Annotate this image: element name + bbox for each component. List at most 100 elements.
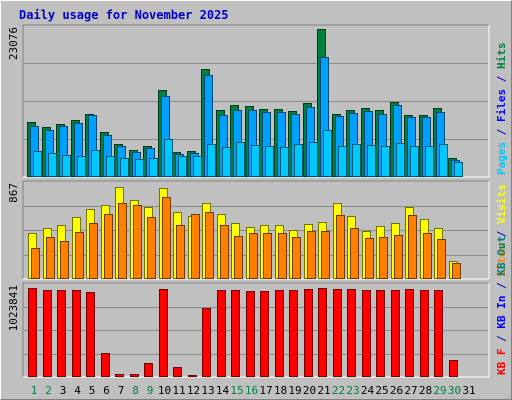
legend-entry: / [495, 276, 508, 296]
day-label-12: 12 [187, 384, 200, 397]
bar-pages-day-29 [439, 144, 448, 177]
bar-sites-day-24 [365, 238, 374, 279]
day-label-16: 16 [245, 384, 258, 397]
bar-kb-f-day-10 [159, 289, 168, 377]
day-label-27: 27 [404, 384, 417, 397]
legend-entry: KB F [495, 349, 508, 376]
legend-entry: / [495, 224, 508, 244]
panel-3-legend: KB F / KB In / KB Out [495, 236, 508, 375]
bar-kb-f-day-26 [391, 290, 400, 377]
bar-kb-f-day-6 [101, 353, 110, 377]
bar-kb-f-day-11 [173, 367, 182, 377]
bar-pages-day-12 [193, 156, 202, 177]
bar-kb-f-day-17 [260, 291, 269, 377]
bar-pages-day-24 [367, 145, 376, 177]
bar-pages-day-5 [91, 150, 100, 177]
legend-entry: Files [495, 89, 508, 122]
panel-2-legend: Sites / Visits [495, 184, 508, 277]
bar-kb-f-day-1 [28, 288, 37, 377]
day-label-17: 17 [259, 384, 272, 397]
day-label-15: 15 [230, 384, 243, 397]
bar-kb-f-day-18 [275, 290, 284, 377]
bar-pages-day-3 [62, 155, 71, 177]
bar-kb-f-day-14 [217, 290, 226, 377]
bar-pages-day-30 [454, 162, 463, 177]
day-label-11: 11 [172, 384, 185, 397]
bar-pages-day-8 [135, 159, 144, 177]
day-label-25: 25 [375, 384, 388, 397]
bar-sites-day-6 [104, 214, 113, 279]
bar-pages-day-19 [294, 144, 303, 177]
bar-pages-day-26 [396, 143, 405, 177]
bar-kb-f-day-23 [347, 289, 356, 377]
bar-sites-day-4 [75, 232, 84, 279]
bar-pages-day-15 [236, 142, 245, 177]
legend-entry: Sites [495, 244, 508, 277]
bar-sites-day-13 [205, 212, 214, 279]
day-label-8: 8 [132, 384, 139, 397]
legend-entry: / [495, 69, 508, 89]
day-label-21: 21 [317, 384, 330, 397]
bar-pages-day-20 [309, 142, 318, 177]
bar-kb-f-day-21 [318, 288, 327, 377]
day-label-1: 1 [31, 384, 38, 397]
bar-sites-day-16 [249, 233, 258, 279]
bar-sites-day-1 [31, 248, 40, 279]
bar-pages-day-21 [323, 130, 332, 177]
bar-sites-day-8 [133, 205, 142, 279]
panel-1-scale-label: 23076 [7, 27, 20, 60]
day-label-19: 19 [288, 384, 301, 397]
day-label-23: 23 [346, 384, 359, 397]
day-label-29: 29 [433, 384, 446, 397]
bar-kb-f-day-25 [376, 290, 385, 377]
bar-pages-day-1 [33, 151, 42, 177]
day-label-13: 13 [201, 384, 214, 397]
bar-pages-day-4 [77, 156, 86, 177]
day-label-6: 6 [103, 384, 110, 397]
bar-pages-day-28 [425, 146, 434, 177]
bar-sites-day-21 [321, 231, 330, 279]
panel-1-legend: Pages / Files / Hits [495, 43, 508, 176]
day-label-28: 28 [419, 384, 432, 397]
chart-title: Daily usage for November 2025 [19, 8, 229, 22]
bar-sites-day-17 [263, 233, 272, 279]
bar-kb-f-day-30 [449, 360, 458, 377]
bar-pages-day-17 [265, 146, 274, 177]
bar-pages-day-18 [280, 147, 289, 177]
legend-entry: KB In [495, 296, 508, 329]
bar-sites-day-20 [307, 231, 316, 279]
bar-kb-f-day-16 [246, 291, 255, 377]
day-label-4: 4 [74, 384, 81, 397]
bar-pages-day-10 [164, 139, 173, 177]
bar-sites-day-12 [191, 214, 200, 279]
bar-pages-day-22 [338, 146, 347, 177]
day-label-20: 20 [303, 384, 316, 397]
panel-2-scale-label: 867 [7, 183, 20, 203]
bar-kb-f-day-5 [86, 292, 95, 377]
bar-sites-day-15 [234, 236, 243, 279]
bar-pages-day-14 [222, 147, 231, 177]
bar-kb-f-day-20 [304, 289, 313, 377]
day-label-7: 7 [118, 384, 125, 397]
bar-sites-day-19 [292, 237, 301, 279]
legend-entry: / [495, 329, 508, 349]
legend-entry: / [495, 122, 508, 142]
bar-sites-day-10 [162, 197, 171, 279]
bar-sites-day-9 [147, 217, 156, 279]
legend-entry: KB Out [495, 236, 508, 276]
day-label-9: 9 [147, 384, 154, 397]
bar-sites-day-11 [176, 225, 185, 279]
day-label-18: 18 [274, 384, 287, 397]
day-label-5: 5 [89, 384, 96, 397]
bar-sites-day-28 [423, 233, 432, 279]
bar-kb-f-day-28 [420, 290, 429, 377]
day-label-2: 2 [45, 384, 52, 397]
bar-sites-day-3 [60, 241, 69, 279]
bar-sites-day-30 [452, 263, 461, 279]
bar-kb-f-day-9 [144, 363, 153, 377]
bar-sites-day-27 [408, 215, 417, 279]
bar-kb-f-day-13 [202, 308, 211, 377]
bar-kb-f-day-29 [434, 290, 443, 377]
day-label-10: 10 [158, 384, 171, 397]
